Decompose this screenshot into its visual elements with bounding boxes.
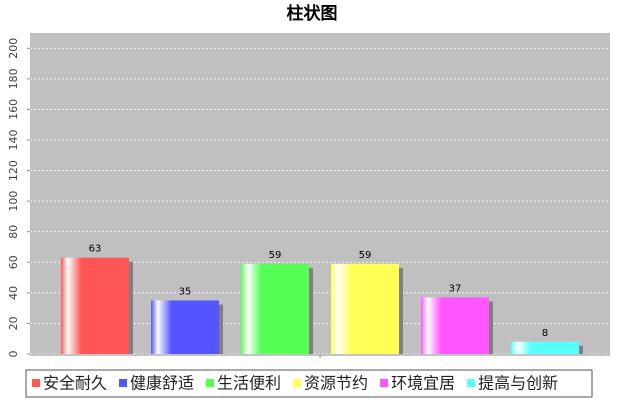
y-tick-label: 160 <box>7 99 20 120</box>
legend-label: 提高与创新 <box>478 374 558 393</box>
y-tick-label: 120 <box>7 160 20 181</box>
legend-swatch <box>119 379 128 387</box>
legend-label: 资源节约 <box>304 374 368 393</box>
y-tick-label: 80 <box>7 225 20 239</box>
value-label: 63 <box>89 244 102 255</box>
bar <box>511 341 579 354</box>
bar <box>61 257 129 354</box>
value-label: 59 <box>359 250 372 261</box>
y-tick-label: 140 <box>7 130 20 151</box>
y-tick-label: 20 <box>7 316 20 330</box>
bar <box>421 297 489 354</box>
chart-title: 柱状图 <box>287 3 338 24</box>
legend-label: 健康舒适 <box>130 374 194 393</box>
legend-swatch <box>293 379 302 387</box>
bar <box>241 263 309 354</box>
bar <box>151 300 219 354</box>
y-tick-label: 200 <box>7 38 20 59</box>
y-tick-label: 40 <box>7 286 20 300</box>
legend-swatch <box>206 379 215 387</box>
legend-label: 安全耐久 <box>43 374 107 393</box>
value-label: 8 <box>542 328 548 339</box>
y-tick-label: 60 <box>7 255 20 269</box>
legend-swatch <box>380 379 389 387</box>
y-tick-label: 0 <box>7 351 20 358</box>
y-tick-label: 100 <box>7 191 20 212</box>
legend-label: 环境宜居 <box>391 374 455 393</box>
value-label: 35 <box>179 287 192 298</box>
legend-swatch <box>32 379 40 387</box>
bar <box>331 263 399 354</box>
legend-label: 生活便利 <box>217 374 281 393</box>
legend-swatch <box>467 379 476 387</box>
value-label: 37 <box>449 283 462 294</box>
y-tick-label: 180 <box>7 68 20 89</box>
value-label: 59 <box>269 250 282 261</box>
